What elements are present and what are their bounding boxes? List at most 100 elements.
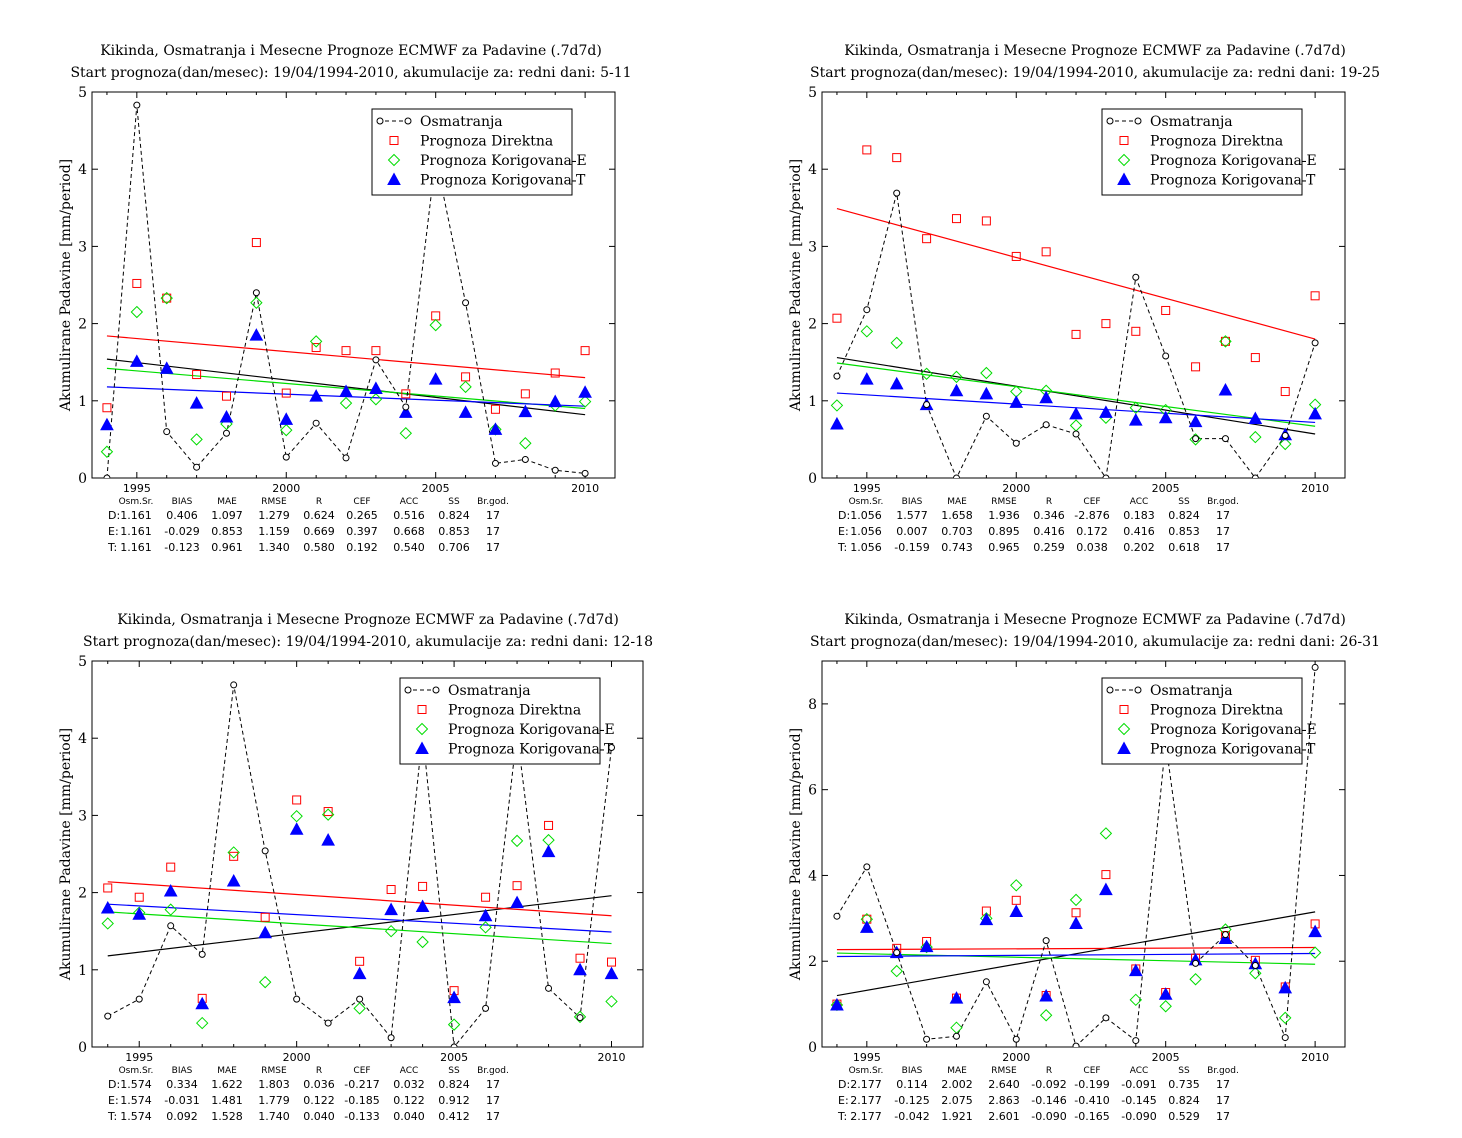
y-tick-label: 4 (808, 868, 817, 884)
point-osmatranja (982, 978, 990, 986)
point-direktna (134, 892, 144, 902)
stats-row-label: D: (838, 1078, 850, 1091)
point-osmatranja (893, 949, 901, 957)
point-osmatranja (356, 995, 364, 1003)
point-direktna (981, 216, 991, 226)
stats-header: RMSE (991, 497, 1017, 507)
y-tick-label: 6 (808, 783, 817, 799)
stats-value: 17 (486, 525, 500, 538)
point-korigovana-e (415, 722, 429, 736)
legend-label: Osmatranja (1150, 683, 1233, 699)
series-markers-4 (830, 882, 1322, 1011)
stats-value: 0.334 (166, 1078, 198, 1091)
point-korigovana-e (573, 1010, 587, 1024)
point-korigovana-e (459, 380, 472, 394)
point-korigovana-t (979, 386, 994, 400)
point-korigovana-e (950, 370, 963, 384)
y-tick-label: 5 (78, 654, 87, 670)
point-osmatranja (402, 403, 410, 411)
point-direktna (1011, 251, 1021, 261)
point-osmatranja (1102, 1014, 1110, 1022)
point-korigovana-e (1117, 722, 1131, 736)
point-direktna (281, 388, 291, 398)
stats-value: 0.853 (438, 525, 470, 538)
point-direktna (311, 343, 321, 353)
point-direktna (401, 389, 411, 399)
stats-row-label: T: (837, 541, 847, 554)
stats-value: -0.042 (894, 1110, 929, 1123)
point-osmatranja (450, 1043, 458, 1047)
chart-subtitle: Start prognoza(dan/mesec): 19/04/1994-20… (810, 65, 1380, 81)
legend-label: Prognoza Direktna (420, 134, 553, 150)
point-osmatranja (1042, 421, 1050, 429)
series-markers-2 (832, 870, 1320, 1009)
trend-line (836, 356, 1316, 435)
point-direktna (417, 705, 427, 714)
stats-value: 2.601 (988, 1110, 1020, 1123)
stats-value: 1.921 (941, 1110, 973, 1123)
series-markers-4 (100, 822, 619, 1010)
point-osmatranja (342, 454, 350, 462)
stats-value: 0.529 (1168, 1110, 1200, 1123)
stats-header: Br.god. (477, 1066, 509, 1076)
stats-row-label: T: (107, 541, 117, 554)
point-osmatranja (521, 455, 529, 463)
series-markers-1 (833, 663, 1319, 1047)
stats-value: 0.516 (393, 509, 425, 522)
point-direktna (951, 214, 961, 224)
point-korigovana-e (1219, 335, 1232, 348)
point-korigovana-t (1308, 924, 1322, 938)
point-korigovana-e (190, 433, 203, 446)
stats-header: R (1046, 497, 1052, 507)
stats-table: Osm.Sr. BIAS MAE RMSE R CEF ACC SS Br.god.D: 1.16… (107, 497, 509, 554)
point-korigovana-e (353, 1002, 366, 1015)
stats-header: RMSE (261, 1066, 287, 1076)
point-direktna (520, 389, 530, 399)
stats-value: -0.125 (894, 1094, 929, 1107)
point-osmatranja (230, 681, 238, 689)
point-korigovana-t (949, 383, 964, 397)
point-osmatranja (545, 984, 553, 992)
point-direktna (892, 153, 902, 163)
point-korigovana-t (352, 966, 367, 980)
stats-header: BIAS (902, 497, 923, 507)
point-korigovana-t (919, 939, 934, 953)
stats-value: 1.340 (258, 541, 290, 554)
stats-row-label: D: (838, 509, 850, 522)
point-osmatranja (1281, 432, 1289, 440)
trend-line (836, 207, 1316, 340)
point-osmatranja (551, 466, 559, 474)
point-korigovana-e (479, 921, 492, 934)
point-osmatranja (193, 463, 201, 471)
plot-area (100, 681, 619, 1047)
series-markers-3 (830, 827, 1322, 1034)
stats-value: 0.406 (166, 509, 198, 522)
stats-header: MAE (217, 1066, 237, 1076)
series-1 (106, 105, 586, 478)
legend-label: Prognoza Direktna (1150, 134, 1283, 150)
legend-marker (376, 117, 384, 125)
point-direktna (580, 346, 590, 356)
point-osmatranja (952, 1032, 960, 1040)
point-direktna (1310, 291, 1320, 301)
point-osmatranja (833, 912, 841, 920)
point-korigovana-t (369, 381, 383, 394)
stats-value: 0.912 (438, 1094, 470, 1107)
point-osmatranja (462, 299, 470, 307)
legend: Osmatranja Prognoza Direktna Prognoza Kori… (399, 677, 615, 765)
point-korigovana-e (101, 917, 114, 930)
stats-header: R (316, 497, 322, 507)
chart-title: Kikinda, Osmatranja i Mesecne Prognoze E… (117, 612, 619, 628)
stats-value: -0.092 (1031, 1078, 1066, 1091)
observation-line (106, 105, 586, 478)
point-korigovana-e (1249, 967, 1262, 980)
plot-frame (91, 660, 644, 1048)
point-direktna (192, 370, 202, 380)
point-korigovana-t (949, 991, 964, 1004)
legend-label: Prognoza Korigovana-E (1150, 722, 1317, 738)
point-korigovana-t (163, 884, 178, 897)
y-tick-label: 2 (78, 886, 87, 902)
stats-row-label: T: (107, 1110, 117, 1123)
stats-value: 0.122 (303, 1094, 335, 1107)
series-markers-1 (104, 681, 616, 1047)
